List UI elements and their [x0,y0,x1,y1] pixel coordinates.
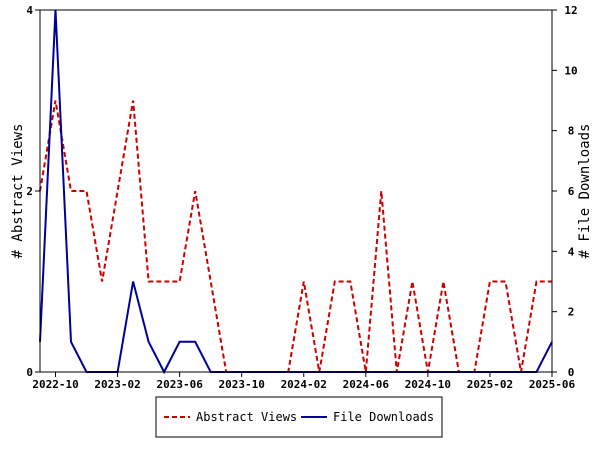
legend-box [155,396,443,438]
x-tick-label: 2024-10 [405,378,451,391]
x-tick-label: 2023-02 [94,378,140,391]
x-tick-label: 2025-06 [529,378,576,391]
y-right-tick-label: 0 [568,366,575,379]
y-left-axis-title: # Abstract Views [10,124,26,259]
x-tick-label: 2024-02 [281,378,327,391]
y-left-tick-label: 4 [26,4,33,17]
legend-label-2: File Downloads [333,410,434,424]
axes: 0 2 4 0 2 4 6 8 10 12 2022-10 2023-02 2023-06 2023-10… [26,4,577,391]
y-right-tick-label: 6 [568,185,575,198]
y-left-tick-label: 0 [26,366,33,379]
legend: Abstract Views File Downloads [155,396,443,438]
y-right-tick-label: 12 [564,4,577,17]
x-tick-label: 2024-06 [343,378,390,391]
legend-label-1: Abstract Views [196,410,297,424]
x-tick-label: 2025-02 [467,378,513,391]
x-tick-label: 2023-10 [219,378,265,391]
y-right-tick-label: 2 [568,306,575,319]
y-right-tick-label: 4 [568,245,575,258]
x-tick-label: 2023-06 [156,378,203,391]
x-tick-label: 2022-10 [32,378,78,391]
y-right-tick-label: 10 [564,64,577,77]
y-left-tick-label: 2 [26,185,33,198]
y-right-axis-title: # File Downloads [577,124,593,259]
y-right-tick-label: 8 [568,125,575,138]
